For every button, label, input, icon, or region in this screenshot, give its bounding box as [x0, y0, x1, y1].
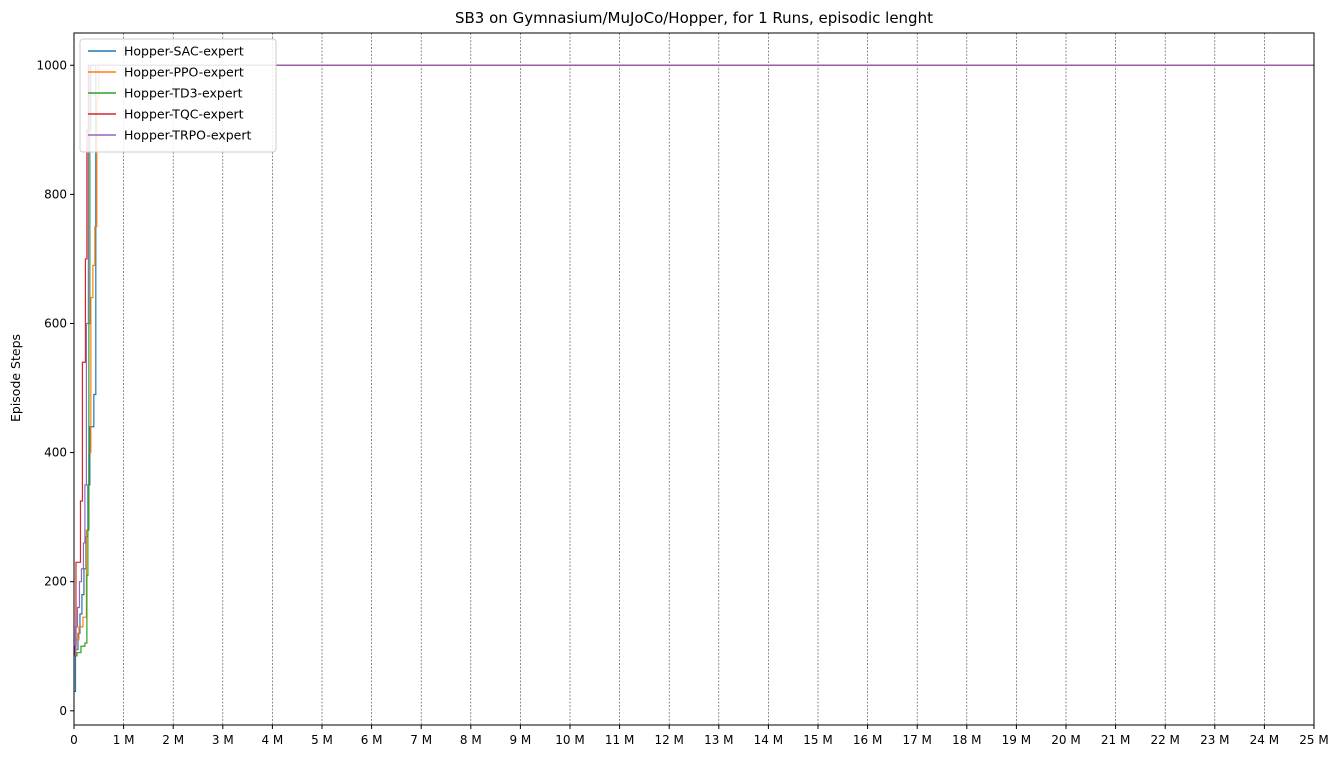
x-tick-label: 11 M: [605, 733, 634, 747]
legend-entry-label: Hopper-SAC-expert: [124, 44, 244, 59]
y-tick-label: 1000: [36, 58, 67, 72]
x-tick-label: 1 M: [113, 733, 135, 747]
x-tick-label: 9 M: [509, 733, 531, 747]
x-tick-label: 16 M: [853, 733, 882, 747]
plot-area-frame: [73, 32, 1315, 726]
y-tick-label: 400: [44, 446, 67, 460]
legend-entry-label: Hopper-TRPO-expert: [124, 128, 251, 143]
y-tick-label: 800: [44, 187, 67, 201]
y-tick-label: 600: [44, 316, 67, 330]
x-tick-label: 18 M: [952, 733, 981, 747]
y-tick-label: 200: [44, 575, 67, 589]
x-axis-ticks: 0 1 M 2 M 3 M 4 M 5 M 6 M 7 M 8 M 9 M 10 M 11 M 12 M…: [70, 725, 1329, 747]
legend-entry-label: Hopper-PPO-expert: [124, 65, 244, 80]
legend-entry-label: Hopper-TD3-expert: [124, 86, 243, 101]
x-tick-label: 21 M: [1101, 733, 1130, 747]
chart-title: SB3 on Gymnasium/MuJoCo/Hopper, for 1 Ru…: [455, 9, 933, 27]
x-tick-label: 0: [70, 733, 78, 747]
x-tick-label: 24 M: [1250, 733, 1279, 747]
y-axis-label: Episode Steps: [8, 334, 23, 422]
x-tick-label: 3 M: [212, 733, 234, 747]
y-tick-label: 0: [59, 704, 67, 718]
series-line-hopper-ppo-expert: [74, 64, 1314, 657]
x-tick-label: 12 M: [654, 733, 683, 747]
x-tick-label: 5 M: [311, 733, 333, 747]
x-tick-label: 25 M: [1299, 733, 1328, 747]
x-tick-label: 6 M: [361, 733, 383, 747]
x-tick-label: 13 M: [704, 733, 733, 747]
x-tick-label: 15 M: [803, 733, 832, 747]
x-tick-label: 23 M: [1200, 733, 1229, 747]
x-tick-label: 14 M: [754, 733, 783, 747]
x-tick-label: 10 M: [555, 733, 584, 747]
x-tick-label: 4 M: [261, 733, 283, 747]
legend-entry-label: Hopper-TQC-expert: [124, 107, 244, 122]
legend-box: [79, 38, 277, 153]
x-tick-label: 22 M: [1150, 733, 1179, 747]
x-tick-label: 8 M: [460, 733, 482, 747]
x-tick-label: 20 M: [1051, 733, 1080, 747]
x-tick-label: 7 M: [410, 733, 432, 747]
x-tick-label: 17 M: [902, 733, 931, 747]
x-tick-label: 19 M: [1002, 733, 1031, 747]
y-axis-ticks: 0 200 400 600 800 1000: [36, 58, 74, 718]
x-tick-label: 2 M: [162, 733, 184, 747]
legend: Hopper-SAC-expert Hopper-PPO-expert Hopper…: [79, 38, 277, 153]
